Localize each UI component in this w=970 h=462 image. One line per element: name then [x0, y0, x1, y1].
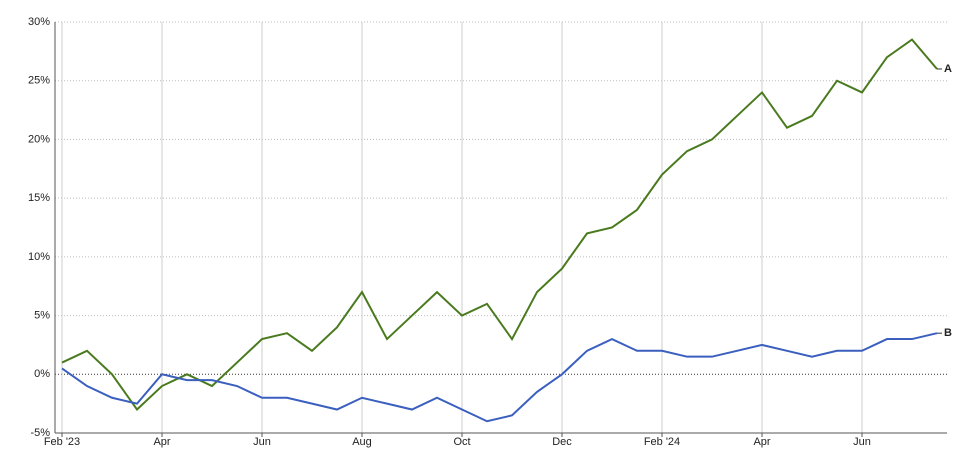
y-tick-label: 25% — [28, 75, 50, 87]
series-line — [61, 332, 938, 423]
y-tick-label: 15% — [28, 192, 50, 204]
x-tick-label: Feb '24 — [644, 436, 680, 448]
series-line — [61, 38, 938, 412]
y-tick-label: 10% — [28, 251, 50, 263]
x-tick-label: Apr — [753, 436, 770, 448]
x-tick-label: Feb '23 — [44, 436, 80, 448]
y-tick-label: 0% — [34, 368, 50, 380]
x-tick-label: Jun — [253, 436, 271, 448]
y-tick-label: -5% — [30, 427, 50, 439]
series-label: A — [944, 63, 952, 75]
x-tick-label: Dec — [552, 436, 572, 448]
y-tick-label: 20% — [28, 133, 50, 145]
y-tick-label: 30% — [28, 16, 50, 28]
x-tick-label: Jun — [853, 436, 871, 448]
x-tick-label: Oct — [453, 436, 470, 448]
series-label: B — [944, 327, 952, 339]
x-tick-label: Apr — [153, 436, 170, 448]
y-tick-label: 5% — [34, 309, 50, 321]
x-tick-label: Aug — [352, 436, 372, 448]
